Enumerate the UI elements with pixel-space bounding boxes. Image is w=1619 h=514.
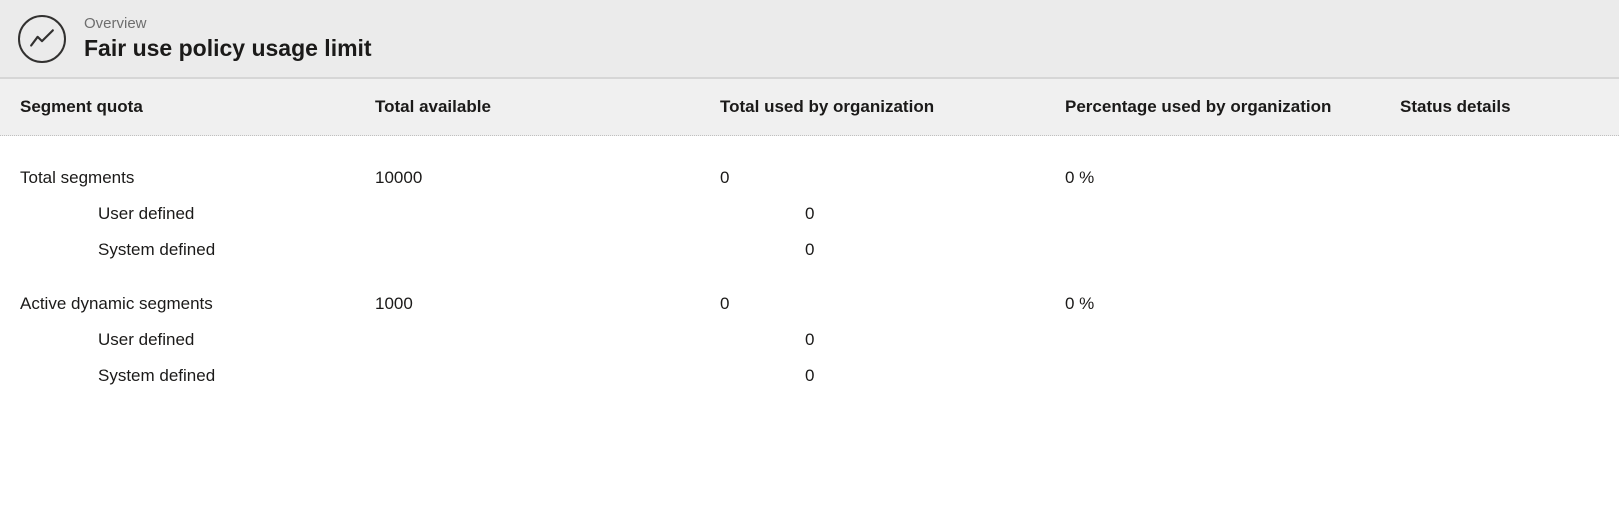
cell-percentage-used: 0 % bbox=[1065, 294, 1400, 314]
table-row: Total segments 10000 0 0 % bbox=[0, 160, 1619, 196]
page-header: Overview Fair use policy usage limit bbox=[0, 0, 1619, 78]
cell-total-available: 1000 bbox=[375, 294, 720, 314]
cell-total-used: 0 bbox=[720, 366, 1065, 386]
cell-segment-quota: System defined bbox=[20, 366, 375, 386]
overview-label: Overview bbox=[84, 14, 372, 34]
cell-segment-quota: User defined bbox=[20, 330, 375, 350]
table-header-row: Segment quota Total available Total used… bbox=[0, 78, 1619, 136]
cell-segment-quota: System defined bbox=[20, 240, 375, 260]
cell-segment-quota: Total segments bbox=[20, 168, 375, 188]
table-row: System defined 0 bbox=[0, 232, 1619, 268]
table-row: Active dynamic segments 1000 0 0 % bbox=[0, 286, 1619, 322]
chart-icon bbox=[18, 15, 66, 63]
table-row: User defined 0 bbox=[0, 322, 1619, 358]
table-row: System defined 0 bbox=[0, 358, 1619, 394]
cell-total-used: 0 bbox=[720, 204, 1065, 224]
table-row: User defined 0 bbox=[0, 196, 1619, 232]
page-title: Fair use policy usage limit bbox=[84, 34, 372, 64]
cell-total-used: 0 bbox=[720, 330, 1065, 350]
cell-total-used: 0 bbox=[720, 294, 1065, 314]
table-body: Total segments 10000 0 0 % User defined … bbox=[0, 136, 1619, 394]
col-header-total-available: Total available bbox=[375, 97, 720, 117]
col-header-percentage-used: Percentage used by organization bbox=[1065, 97, 1400, 117]
cell-total-used: 0 bbox=[720, 240, 1065, 260]
row-group-gap bbox=[0, 268, 1619, 286]
col-header-status-details: Status details bbox=[1400, 97, 1599, 117]
cell-segment-quota: Active dynamic segments bbox=[20, 294, 375, 314]
col-header-total-used: Total used by organization bbox=[720, 97, 1065, 117]
col-header-segment-quota: Segment quota bbox=[20, 97, 375, 117]
header-text: Overview Fair use policy usage limit bbox=[84, 14, 372, 63]
cell-total-available: 10000 bbox=[375, 168, 720, 188]
cell-percentage-used: 0 % bbox=[1065, 168, 1400, 188]
cell-total-used: 0 bbox=[720, 168, 1065, 188]
cell-segment-quota: User defined bbox=[20, 204, 375, 224]
